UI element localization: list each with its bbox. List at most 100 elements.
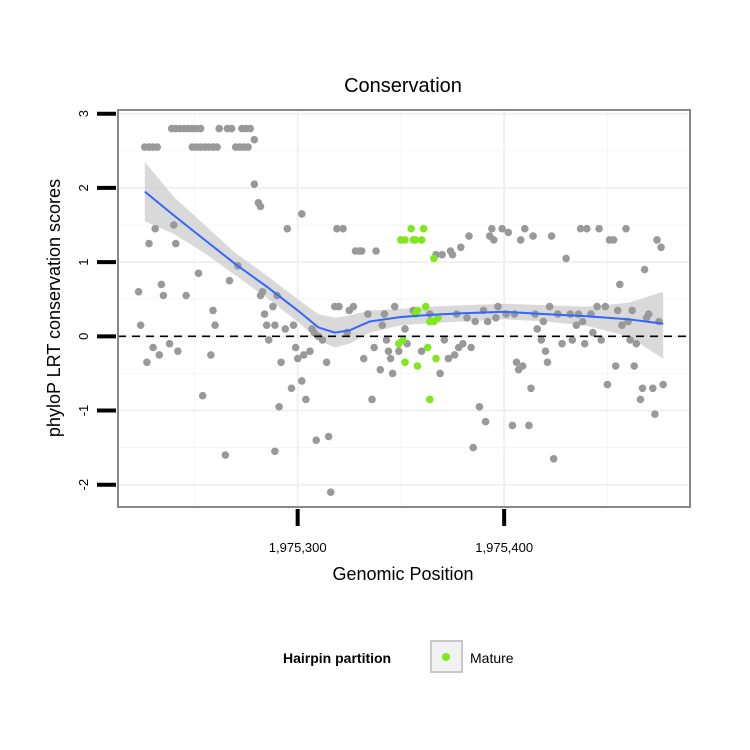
- data-point-other: [490, 236, 498, 244]
- data-point-other: [250, 180, 259, 188]
- data-point-other: [640, 265, 649, 274]
- data-point-other: [632, 339, 641, 348]
- data-point-other: [372, 247, 380, 255]
- data-point-other: [306, 347, 314, 356]
- y-tick-label: -2: [76, 479, 91, 491]
- data-point-other: [508, 421, 517, 430]
- data-point-other: [378, 321, 387, 330]
- data-point-other: [450, 351, 459, 359]
- data-point-mature: [417, 236, 426, 244]
- data-point-other: [533, 325, 541, 333]
- data-point-other: [271, 447, 279, 456]
- data-point-other: [504, 228, 513, 237]
- data-point-other: [155, 351, 164, 359]
- data-point-other: [417, 347, 426, 356]
- data-point-other: [537, 336, 546, 344]
- data-point-other: [630, 362, 638, 370]
- data-point-other: [211, 321, 219, 330]
- data-point-other: [269, 302, 277, 311]
- data-point-other: [170, 221, 178, 229]
- data-point-other: [521, 224, 529, 233]
- data-point-other: [543, 358, 552, 367]
- data-point-mature: [434, 314, 442, 322]
- data-point-other: [529, 232, 537, 240]
- data-point-other: [616, 280, 624, 289]
- data-point-mature: [401, 236, 409, 244]
- data-point-mature: [419, 224, 428, 233]
- data-point-other: [384, 347, 393, 356]
- data-point-other: [136, 321, 145, 330]
- data-point-other: [636, 395, 645, 404]
- data-point-other: [465, 232, 473, 240]
- data-point-other: [194, 269, 203, 278]
- data-point-other: [293, 354, 302, 363]
- y-tick-label: 1: [76, 258, 91, 265]
- data-point-other: [227, 124, 236, 133]
- data-point-other: [618, 321, 626, 330]
- data-point-other: [448, 250, 457, 259]
- data-point-other: [388, 369, 397, 378]
- data-point-other: [159, 291, 168, 300]
- data-point-other: [440, 336, 449, 344]
- data-point-mature: [411, 236, 420, 244]
- data-point-other: [390, 302, 399, 311]
- data-point-other: [471, 317, 480, 326]
- data-point-other: [244, 143, 252, 151]
- data-point-other: [333, 224, 341, 233]
- data-point-other: [512, 358, 521, 367]
- data-point-other: [318, 336, 327, 344]
- data-point-other: [401, 325, 409, 333]
- legend-key-dot: [442, 653, 450, 661]
- data-point-other: [134, 288, 143, 296]
- data-point-other: [580, 339, 589, 348]
- data-point-other: [359, 354, 368, 363]
- data-point-mature: [401, 358, 409, 367]
- data-point-other: [298, 377, 306, 385]
- data-point-other: [256, 202, 265, 211]
- data-point-other: [380, 310, 389, 318]
- data-point-other: [300, 351, 308, 359]
- data-point-other: [657, 243, 665, 252]
- data-point-other: [644, 310, 653, 318]
- data-point-mature: [432, 354, 440, 363]
- data-point-other: [283, 224, 292, 233]
- data-point-other: [578, 317, 587, 326]
- data-point-other: [463, 314, 471, 322]
- data-point-other: [260, 310, 269, 318]
- data-point-other: [601, 302, 610, 311]
- data-point-other: [302, 395, 310, 404]
- data-point-other: [638, 384, 647, 393]
- smooth-fit-line: [144, 190, 664, 334]
- data-point-other: [628, 306, 636, 315]
- data-point-mature: [430, 254, 438, 263]
- data-point-other: [298, 210, 306, 218]
- data-point-other: [459, 339, 467, 348]
- data-point-other: [475, 403, 484, 411]
- data-point-other: [287, 384, 296, 393]
- data-point-mature: [426, 395, 434, 404]
- data-point-other: [651, 410, 659, 419]
- data-point-mature: [413, 306, 422, 315]
- y-tick-label: 2: [76, 184, 91, 191]
- data-point-other: [576, 224, 585, 233]
- data-point-other: [289, 321, 298, 330]
- data-point-mature: [421, 302, 430, 311]
- data-point-other: [467, 343, 475, 352]
- data-point-other: [370, 343, 378, 352]
- data-point-other: [326, 488, 335, 497]
- data-point-other: [469, 443, 478, 452]
- confidence-ribbon: [144, 161, 664, 359]
- x-axis-title: Genomic Position: [332, 564, 473, 584]
- data-point-other: [335, 302, 343, 311]
- data-point-mature: [399, 336, 407, 344]
- data-point-other: [613, 306, 622, 315]
- plot-panel: -2 -1 0 1 2 3 1,975,300 1,975,400: [76, 109, 691, 555]
- data-point-other: [516, 236, 525, 244]
- data-point-other: [545, 302, 554, 311]
- data-point-other: [382, 336, 391, 344]
- data-point-other: [568, 336, 577, 344]
- y-tick-label: 0: [76, 333, 91, 340]
- data-point-other: [153, 143, 161, 151]
- data-point-other: [436, 369, 444, 378]
